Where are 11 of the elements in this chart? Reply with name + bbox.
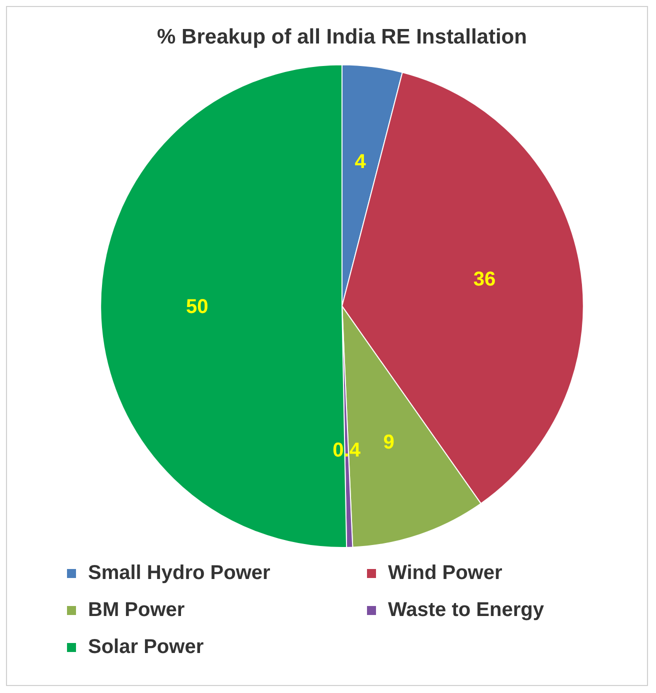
data-label: 50 — [186, 296, 208, 318]
data-label: 36 — [473, 268, 496, 291]
legend-label: Solar Power — [88, 636, 204, 659]
chart-title: % Breakup of all India RE Installation — [157, 25, 527, 48]
data-label: 9 — [383, 432, 394, 454]
data-label: 0.4 — [332, 439, 362, 462]
legend-label: BM Power — [88, 599, 185, 622]
legend-label: Small Hydro Power — [88, 562, 270, 585]
data-label: 4 — [354, 150, 367, 173]
legend-label: Wind Power — [388, 562, 502, 585]
legend-label: Waste to Energy — [388, 599, 544, 622]
